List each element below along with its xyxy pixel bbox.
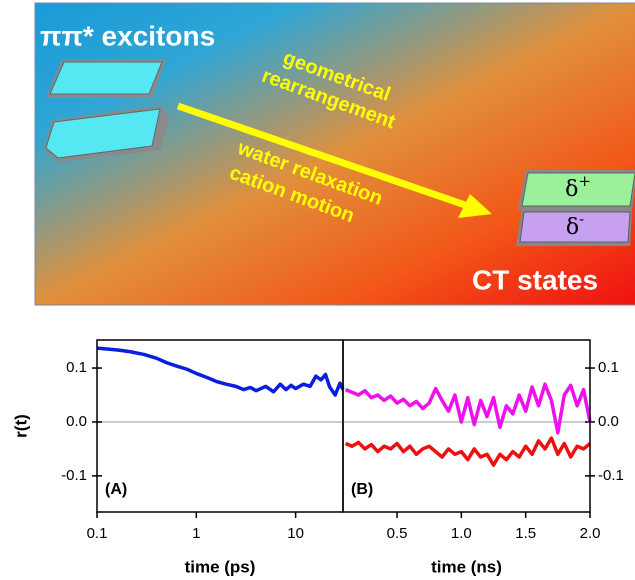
- x-tick-label: 1.0: [451, 525, 472, 542]
- charts: 0.1 0.0 -0.1 0.1 1 10 (A) time (ps) r(t) 0.1 0.0 -0…: [11, 339, 624, 576]
- y-tick-label: 0.0: [66, 413, 87, 430]
- panel-label: (B): [351, 481, 373, 498]
- x-tick-label: 1.5: [515, 525, 536, 542]
- diagram-background: [34, 2, 635, 306]
- y-tick-label: 0.1: [598, 359, 619, 376]
- start-label: ππ* excitons: [40, 20, 215, 51]
- arrow-head: [458, 194, 492, 218]
- series-line: [344, 436, 592, 467]
- series-line: [344, 382, 592, 435]
- plot-frame: [342, 339, 591, 513]
- charge-plate-plus: [521, 172, 635, 207]
- y-tick-label: 0.1: [66, 359, 87, 376]
- y-axis-label: r(t): [11, 414, 30, 438]
- charge-plus: δ+: [565, 172, 591, 202]
- end-label: CT states: [472, 264, 598, 295]
- sign: +: [578, 172, 591, 190]
- delta: δ: [566, 215, 579, 240]
- sign: -: [579, 210, 584, 228]
- x-tick-label: 0.1: [87, 525, 108, 542]
- plot-frame: [96, 339, 344, 513]
- x-tick-label: 10: [287, 525, 304, 542]
- plate: [49, 61, 163, 95]
- x-tick-label: 1: [192, 525, 200, 542]
- charge-minus: δ-: [566, 210, 584, 240]
- x-tick-label: 0.5: [387, 525, 408, 542]
- series-line: [96, 346, 345, 397]
- x-tick-label: 2.0: [580, 525, 601, 542]
- y-tick-label: -0.1: [61, 467, 87, 484]
- plate: [45, 108, 161, 159]
- y-tick-label: 0.0: [598, 413, 619, 430]
- x-axis-label: time (ns): [431, 557, 502, 576]
- arrow-shaft: [176, 102, 470, 210]
- charge-plate-minus: [519, 211, 631, 243]
- y-tick-label: -0.1: [598, 467, 624, 484]
- diagram: ππ* excitons geometrical rearrangement w…: [34, 2, 635, 306]
- x-axis-label: time (ps): [185, 557, 256, 576]
- delta: δ: [565, 177, 578, 202]
- panel-label: (A): [105, 481, 127, 498]
